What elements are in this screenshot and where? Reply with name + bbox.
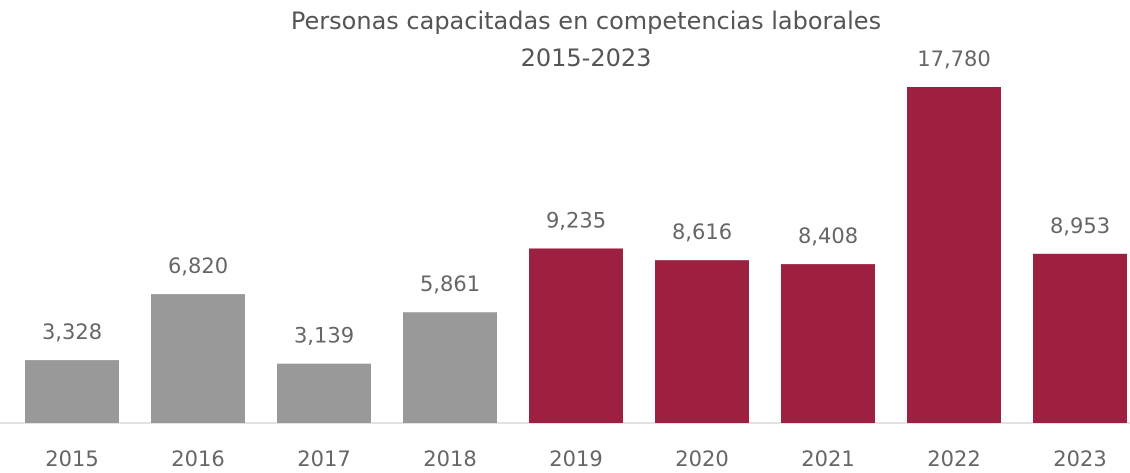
- value-label: 6,820: [168, 254, 228, 278]
- value-label: 3,139: [294, 324, 354, 348]
- x-tick-label: 2018: [423, 447, 476, 471]
- bar: [151, 294, 245, 423]
- bar: [25, 360, 119, 423]
- value-label: 5,861: [420, 272, 480, 296]
- bar: [907, 87, 1001, 423]
- bar: [403, 312, 497, 423]
- x-tick-label: 2022: [927, 447, 980, 471]
- value-label: 9,235: [546, 208, 606, 232]
- x-tick-label: 2021: [801, 447, 854, 471]
- x-tick-label: 2023: [1053, 447, 1106, 471]
- x-tick-label: 2015: [45, 447, 98, 471]
- bar: [781, 264, 875, 423]
- value-label: 8,408: [798, 224, 858, 248]
- bar: [655, 260, 749, 423]
- value-label: 8,953: [1050, 214, 1110, 238]
- bar: [1033, 253, 1127, 423]
- value-label: 17,780: [917, 47, 990, 71]
- chart-subtitle: 2015-2023: [521, 44, 652, 72]
- bar: [277, 363, 371, 423]
- chart-title: Personas capacitadas en competencias lab…: [291, 7, 881, 35]
- x-tick-label: 2017: [297, 447, 350, 471]
- value-label: 8,616: [672, 220, 732, 244]
- x-tick-label: 2016: [171, 447, 224, 471]
- value-label: 3,328: [42, 320, 102, 344]
- x-tick-label: 2020: [675, 447, 728, 471]
- bar: [529, 248, 623, 423]
- x-tick-label: 2019: [549, 447, 602, 471]
